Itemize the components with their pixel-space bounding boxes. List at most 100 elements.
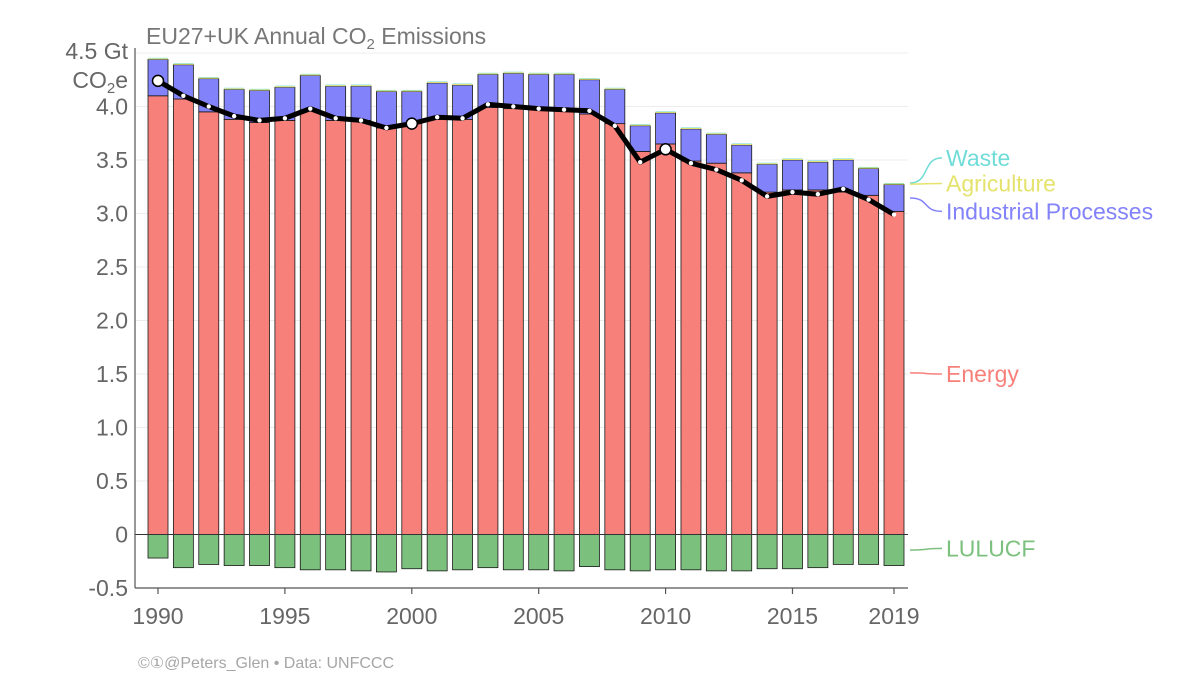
y-tick-label: 1.5 bbox=[96, 361, 128, 387]
total-line-highlight-point bbox=[405, 117, 419, 130]
bar-agriculture-2002 bbox=[452, 84, 473, 86]
total-line-point bbox=[384, 125, 389, 131]
bar-lulucf-2011 bbox=[680, 534, 702, 571]
bar-energy-1994 bbox=[249, 122, 270, 535]
y-axis-label-bottom: CO2e bbox=[72, 67, 128, 97]
bar-agriculture-1993 bbox=[224, 88, 245, 90]
bar-agriculture-2008 bbox=[604, 88, 625, 90]
legend-connector-energy bbox=[909, 372, 943, 375]
bar-waste-2005 bbox=[528, 72, 549, 74]
bar-lulucf-2002 bbox=[452, 534, 473, 571]
bar-agriculture-1998 bbox=[351, 85, 372, 87]
y-tick-labels: 4.0 3.5 3.0 2.5 2.0 1.5 1.0 0.5 0 -0.5 bbox=[88, 94, 128, 602]
y-tick-label: 0.5 bbox=[96, 468, 128, 494]
bar-waste-2000 bbox=[401, 89, 422, 91]
bar-industrial-2006 bbox=[553, 74, 575, 112]
bar-lulucf-2001 bbox=[426, 534, 448, 572]
bar-waste-2015 bbox=[782, 158, 803, 159]
bar-energy-2009 bbox=[629, 151, 651, 535]
legend-label-energy: Energy bbox=[946, 361, 1019, 387]
bar-waste-1996 bbox=[300, 73, 321, 75]
bar-energy-1993 bbox=[223, 118, 245, 535]
total-line-point bbox=[891, 212, 897, 217]
bar-industrial-2019 bbox=[883, 184, 905, 212]
axes bbox=[134, 48, 908, 594]
chart-title: EU27+UK Annual CO2 Emissions bbox=[146, 23, 486, 53]
legend-label-lulucf: LULUCF bbox=[946, 535, 1035, 561]
bar-energy-2014 bbox=[756, 191, 778, 535]
bar-energy-2018 bbox=[858, 194, 880, 535]
total-line-point bbox=[257, 118, 262, 123]
bar-waste-2001 bbox=[427, 81, 448, 82]
bar-lulucf-2016 bbox=[807, 534, 829, 569]
credit-text: ©①@Peters_Glen • Data: UNFCCC bbox=[138, 655, 394, 672]
bar-waste-1992 bbox=[198, 77, 219, 78]
bars bbox=[147, 57, 905, 573]
bar-energy-2010 bbox=[655, 143, 676, 535]
bar-energy-1998 bbox=[350, 120, 372, 535]
bar-industrial-2008 bbox=[604, 88, 626, 125]
bar-agriculture-2010 bbox=[655, 111, 676, 113]
bar-energy-1990 bbox=[147, 95, 169, 535]
bar-energy-2012 bbox=[705, 162, 727, 535]
bar-industrial-2004 bbox=[502, 72, 524, 110]
bar-lulucf-2013 bbox=[731, 534, 753, 572]
bar-waste-2009 bbox=[630, 124, 651, 125]
bar-waste-1991 bbox=[173, 63, 194, 64]
bar-waste-2003 bbox=[477, 72, 498, 74]
bar-waste-2014 bbox=[757, 162, 778, 164]
bar-energy-2017 bbox=[832, 191, 854, 535]
total-line-point bbox=[206, 104, 211, 109]
total-line-point bbox=[841, 186, 846, 192]
bar-waste-2016 bbox=[807, 160, 828, 162]
bar-lulucf-1997 bbox=[325, 534, 347, 571]
bar-industrial-2009 bbox=[629, 125, 651, 152]
bar-waste-2010 bbox=[655, 111, 676, 112]
y-tick-label: 1.0 bbox=[96, 415, 128, 441]
bar-waste-2017 bbox=[833, 158, 854, 159]
bar-lulucf-1992 bbox=[198, 534, 220, 565]
bar-agriculture-2019 bbox=[884, 183, 904, 185]
bar-waste-1990 bbox=[148, 57, 168, 59]
bar-agriculture-2011 bbox=[680, 127, 701, 129]
bar-waste-1998 bbox=[351, 84, 372, 86]
total-line-point bbox=[764, 194, 770, 199]
total-line-point bbox=[587, 108, 592, 113]
total-line-point bbox=[815, 192, 821, 197]
bar-waste-2007 bbox=[579, 78, 600, 79]
bar-lulucf-1999 bbox=[376, 534, 397, 573]
y-tick-label: 3.0 bbox=[96, 201, 128, 227]
bar-lulucf-2003 bbox=[477, 534, 499, 569]
bar-energy-1992 bbox=[198, 111, 220, 535]
bar-energy-1999 bbox=[376, 127, 397, 535]
bar-lulucf-2008 bbox=[604, 534, 626, 571]
bar-lulucf-1993 bbox=[223, 534, 245, 566]
legend-label-industrial: Industrial Processes bbox=[946, 198, 1153, 224]
bar-industrial-2012 bbox=[705, 133, 727, 164]
total-line-point bbox=[231, 113, 237, 119]
total-line-point bbox=[561, 107, 567, 112]
total-line-point bbox=[714, 167, 719, 172]
total-line-point bbox=[460, 116, 465, 121]
bar-agriculture-1996 bbox=[300, 74, 321, 76]
total-line-point bbox=[282, 116, 288, 121]
bar-waste-2019 bbox=[884, 183, 904, 184]
bar-lulucf-2004 bbox=[502, 534, 524, 571]
bar-agriculture-2016 bbox=[807, 161, 828, 163]
bar-lulucf-1998 bbox=[350, 534, 372, 572]
bar-lulucf-2009 bbox=[629, 534, 651, 572]
bar-lulucf-2000 bbox=[401, 534, 423, 570]
total-line-point bbox=[638, 159, 643, 165]
bar-agriculture-2013 bbox=[731, 143, 752, 146]
bar-agriculture-1992 bbox=[198, 77, 219, 79]
bar-agriculture-2014 bbox=[757, 163, 778, 165]
total-emissions-line bbox=[156, 78, 896, 217]
bar-energy-2019 bbox=[883, 210, 905, 535]
y-tick-label: 0 bbox=[115, 522, 128, 548]
bar-waste-1997 bbox=[325, 84, 346, 86]
bar-energy-2004 bbox=[502, 108, 524, 535]
y-tick-label: 4.0 bbox=[96, 94, 128, 120]
bar-energy-2001 bbox=[426, 118, 448, 535]
bar-industrial-2014 bbox=[756, 163, 778, 193]
